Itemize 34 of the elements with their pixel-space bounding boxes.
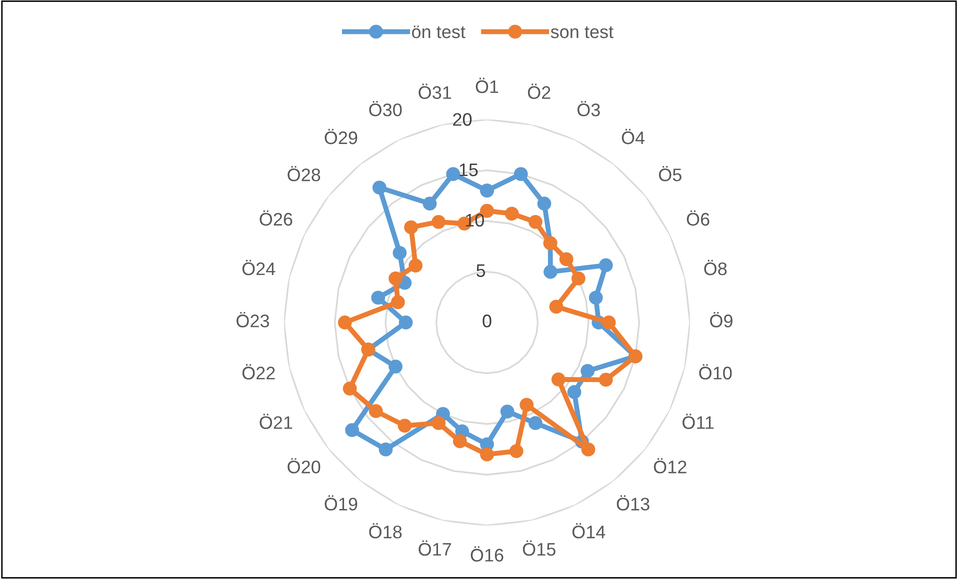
spoke-label: Ö10 bbox=[699, 364, 732, 380]
spoke-label: Ö22 bbox=[242, 364, 275, 380]
spoke-label: Ö24 bbox=[242, 260, 276, 276]
y-tick-label: 15 bbox=[460, 164, 478, 176]
spoke-label: Ö28 bbox=[288, 166, 320, 182]
spoke-label: Ö11 bbox=[682, 414, 714, 429]
spoke-label: Ö6 bbox=[686, 210, 710, 226]
spoke-label: Ö16 bbox=[470, 546, 504, 562]
legend-label: ön test bbox=[412, 26, 466, 38]
spoke-label: Ö30 bbox=[369, 101, 402, 116]
y-tick-label: 5 bbox=[476, 264, 486, 277]
spoke-label: Ö18 bbox=[369, 523, 402, 538]
spoke-label: Ö8 bbox=[704, 260, 727, 276]
spoke-label: Ö17 bbox=[418, 540, 452, 556]
spoke-label: Ö31 bbox=[418, 84, 452, 99]
spoke-label: Ö20 bbox=[288, 458, 320, 474]
spoke-label: Ö13 bbox=[616, 495, 650, 510]
spoke-label: Ö12 bbox=[654, 458, 686, 474]
spoke-label: Ö1 bbox=[476, 78, 498, 94]
spoke-label: Ö3 bbox=[577, 101, 600, 116]
spoke-label: Ö23 bbox=[236, 312, 270, 328]
y-tick-label: 20 bbox=[453, 113, 472, 126]
spoke-label: Ö2 bbox=[528, 84, 550, 99]
spoke-label: Ö21 bbox=[260, 414, 292, 429]
spoke-label: Ö14 bbox=[572, 523, 606, 538]
spoke-label: Ö26 bbox=[260, 210, 292, 226]
spoke-label: Ö19 bbox=[324, 495, 358, 510]
spoke-label: Ö5 bbox=[658, 166, 682, 182]
spoke-label: Ö9 bbox=[710, 312, 732, 328]
spoke-label: Ö15 bbox=[522, 540, 556, 556]
legend-label: son test bbox=[550, 26, 614, 38]
spoke-label: Ö4 bbox=[622, 128, 645, 144]
spoke-label: Ö29 bbox=[324, 128, 358, 144]
y-tick-label: 0 bbox=[482, 314, 492, 328]
